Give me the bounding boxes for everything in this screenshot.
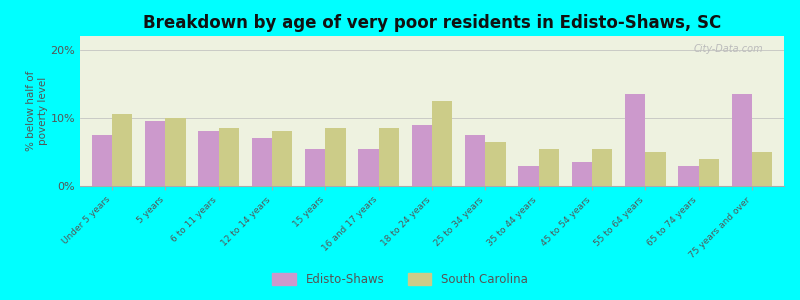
Bar: [92, 135, 112, 186]
Bar: [592, 148, 612, 186]
Title: Breakdown by age of very poor residents in Edisto-Shaws, SC: Breakdown by age of very poor residents …: [143, 14, 721, 32]
Bar: [305, 148, 326, 186]
Bar: [412, 124, 432, 186]
Bar: [326, 128, 346, 186]
Bar: [486, 142, 506, 186]
Bar: [698, 159, 719, 186]
Bar: [538, 148, 559, 186]
Bar: [252, 138, 272, 186]
Bar: [166, 118, 186, 186]
Bar: [272, 131, 292, 186]
Bar: [752, 152, 772, 186]
Bar: [732, 94, 752, 186]
Bar: [646, 152, 666, 186]
Bar: [572, 162, 592, 186]
Bar: [218, 128, 239, 186]
Y-axis label: % below half of
poverty level: % below half of poverty level: [26, 71, 48, 151]
Bar: [625, 94, 646, 186]
Bar: [465, 135, 486, 186]
Bar: [112, 114, 132, 186]
Bar: [198, 131, 218, 186]
Bar: [678, 166, 698, 186]
Text: City-Data.com: City-Data.com: [694, 44, 763, 53]
Bar: [145, 121, 166, 186]
Legend: Edisto-Shaws, South Carolina: Edisto-Shaws, South Carolina: [268, 268, 532, 291]
Bar: [378, 128, 399, 186]
Bar: [518, 166, 538, 186]
Bar: [432, 101, 452, 186]
Bar: [358, 148, 378, 186]
